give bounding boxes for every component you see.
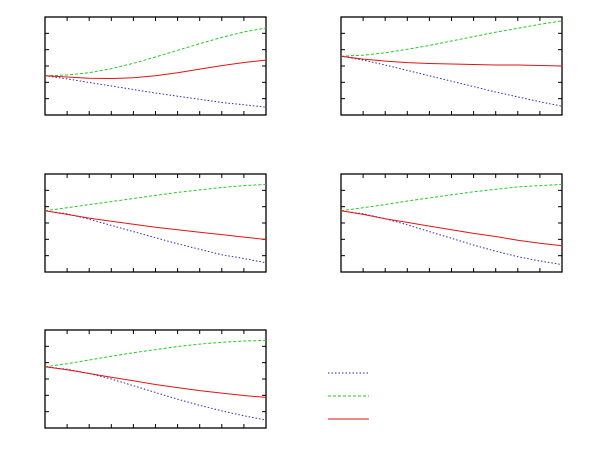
green-dashed-series	[44, 27, 267, 77]
green-dashed-series	[340, 183, 563, 212]
blue-dotted-series	[340, 210, 563, 266]
panel-1	[44, 16, 267, 116]
blue-dotted-series	[44, 366, 267, 421]
panels	[44, 16, 563, 429]
blue-dotted-series	[340, 55, 563, 107]
red-solid-series	[340, 210, 563, 247]
panel-3	[44, 173, 267, 273]
green-dashed-series	[44, 339, 267, 368]
panel-2	[340, 16, 563, 116]
red-solid-series	[44, 366, 267, 398]
plot-frame	[340, 16, 563, 116]
legend	[328, 372, 369, 420]
plot-frame	[44, 173, 267, 273]
red-solid-series	[340, 55, 563, 67]
green-dashed-series	[340, 20, 563, 57]
panel-5	[44, 329, 267, 429]
blue-dotted-series	[44, 210, 267, 264]
plot-frame	[44, 16, 267, 116]
panel-4	[340, 173, 563, 273]
red-solid-series	[44, 59, 267, 80]
red-solid-series	[44, 210, 267, 240]
blue-dotted-series	[44, 75, 267, 108]
plot-frame	[340, 173, 563, 273]
green-dashed-series	[44, 183, 267, 212]
